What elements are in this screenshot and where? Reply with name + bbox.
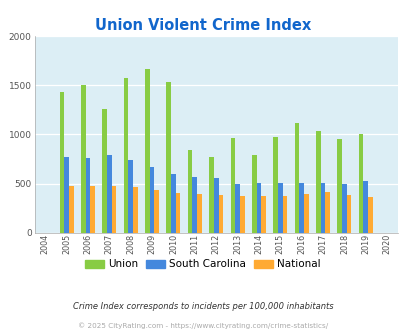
Text: Union Violent Crime Index: Union Violent Crime Index — [95, 18, 310, 33]
Bar — [294, 123, 298, 233]
Bar — [256, 182, 261, 233]
Bar — [362, 181, 367, 233]
Bar — [149, 167, 154, 233]
Bar — [298, 182, 303, 233]
Bar — [128, 160, 133, 233]
Bar — [346, 195, 351, 233]
Bar — [239, 196, 244, 233]
Bar — [171, 174, 175, 233]
Bar — [367, 197, 372, 233]
Bar — [90, 185, 95, 233]
Bar — [341, 183, 346, 233]
Bar — [251, 155, 256, 233]
Bar — [358, 135, 362, 233]
Text: © 2025 CityRating.com - https://www.cityrating.com/crime-statistics/: © 2025 CityRating.com - https://www.city… — [78, 323, 327, 329]
Bar — [273, 137, 277, 233]
Bar — [197, 194, 201, 233]
Bar — [133, 187, 137, 233]
Bar — [261, 196, 265, 233]
Bar — [187, 150, 192, 233]
Bar — [213, 178, 218, 233]
Bar — [218, 195, 223, 233]
Bar — [85, 158, 90, 233]
Bar — [230, 138, 234, 233]
Text: Crime Index corresponds to incidents per 100,000 inhabitants: Crime Index corresponds to incidents per… — [72, 302, 333, 311]
Bar — [81, 85, 85, 233]
Bar — [60, 92, 64, 233]
Bar — [315, 131, 320, 233]
Bar — [166, 82, 171, 233]
Bar — [69, 186, 73, 233]
Legend: Union, South Carolina, National: Union, South Carolina, National — [81, 255, 324, 274]
Bar — [145, 69, 149, 233]
Bar — [209, 157, 213, 233]
Bar — [111, 186, 116, 233]
Bar — [192, 177, 197, 233]
Bar — [325, 192, 329, 233]
Bar — [124, 78, 128, 233]
Bar — [303, 194, 308, 233]
Bar — [102, 109, 107, 233]
Bar — [337, 139, 341, 233]
Bar — [277, 182, 282, 233]
Bar — [154, 190, 159, 233]
Bar — [234, 183, 239, 233]
Bar — [175, 193, 180, 233]
Bar — [64, 157, 69, 233]
Bar — [282, 196, 287, 233]
Bar — [107, 155, 111, 233]
Bar — [320, 182, 325, 233]
